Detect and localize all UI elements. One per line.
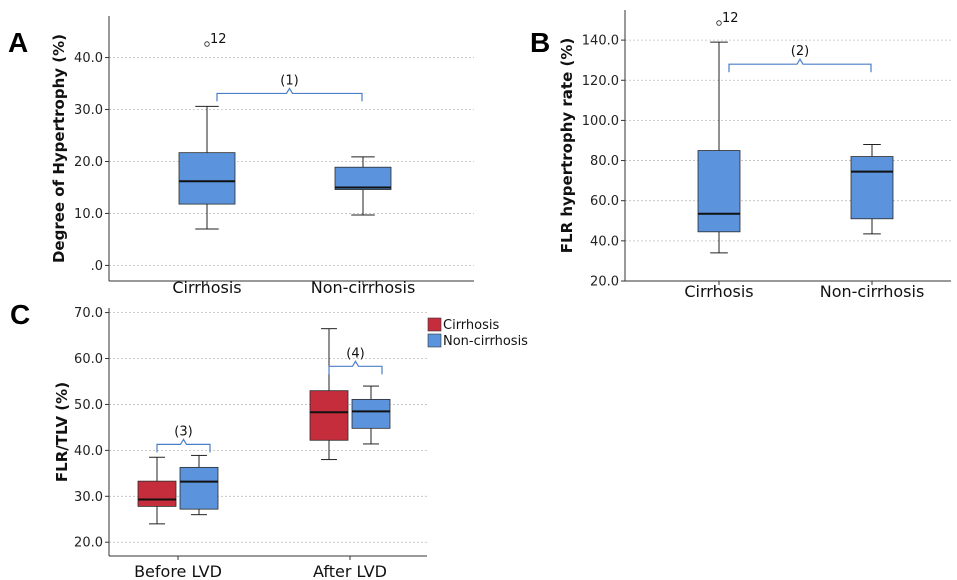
iqr-box <box>137 480 177 507</box>
y-tick-label: 100.0 <box>582 114 619 129</box>
bracket-label: (2) <box>791 44 809 59</box>
x-tick-label: After LVD <box>313 562 387 580</box>
y-tick-label: 40.0 <box>74 444 103 459</box>
outlier-point <box>716 20 722 26</box>
iqr-box <box>351 398 391 429</box>
y-axis-label: FLR/TLV (%) <box>53 382 71 482</box>
significance-bracket <box>156 438 211 453</box>
y-tick-label: 60.0 <box>74 352 103 367</box>
y-tick-label: 140.0 <box>582 34 619 49</box>
x-tick-label: Cirrhosis <box>684 282 753 301</box>
panel-letter-a: A <box>8 27 28 58</box>
y-tick-label: 50.0 <box>74 398 103 413</box>
x-tick-label: Before LVD <box>134 562 222 580</box>
bracket-label: (4) <box>346 346 364 361</box>
iqr-box <box>334 166 392 190</box>
legend-label: Non-cirrhosis <box>443 334 528 349</box>
iqr-box <box>178 152 236 205</box>
iqr-box <box>850 156 894 220</box>
panel-a-degree-of-hypertrophy: .0 10.0 20.0 30.0 40.0 Cirrhosis Non-cirrhosis… <box>50 16 474 297</box>
legend-label: Cirrhosis <box>443 318 499 333</box>
y-tick-label: 20.0 <box>590 275 619 290</box>
bracket-label: (1) <box>280 73 298 88</box>
iqr-box <box>697 150 741 233</box>
y-axis-label: Degree of Hypertrophy (%) <box>50 34 68 263</box>
y-tick-label: 10.0 <box>74 207 103 222</box>
y-tick-label: 120.0 <box>582 74 619 89</box>
significance-bracket <box>216 87 363 102</box>
y-tick-label: 60.0 <box>590 194 619 209</box>
outlier-label: 12 <box>722 11 739 26</box>
y-tick-label: 40.0 <box>74 51 103 66</box>
panel-b-flr-hypertrophy-rate: 20.0 40.0 60.0 80.0 100.0 120.0 140.0 Cirrhosis… <box>558 10 951 301</box>
panel-letter-c: C <box>10 299 30 330</box>
legend-swatch <box>427 317 442 332</box>
y-tick-label: 20.0 <box>74 155 103 170</box>
y-tick-label: 30.0 <box>74 490 103 505</box>
significance-bracket <box>728 58 872 73</box>
y-tick-label: 70.0 <box>74 306 103 321</box>
iqr-box <box>179 466 219 510</box>
significance-bracket <box>328 360 383 375</box>
y-tick-label: 30.0 <box>74 103 103 118</box>
y-tick-label: 40.0 <box>590 234 619 249</box>
outlier-point <box>204 41 210 47</box>
x-tick-label: Non-cirrhosis <box>820 282 925 301</box>
y-axis-label: FLR hypertrophy rate (%) <box>558 38 576 253</box>
y-tick-label: .0 <box>91 259 103 274</box>
legend-swatch <box>427 333 442 348</box>
y-tick-label: 20.0 <box>74 536 103 551</box>
panel-letter-b: B <box>530 27 550 58</box>
bracket-label: (3) <box>174 424 192 439</box>
panel-c-flr-tlv: 20.0 30.0 40.0 50.0 60.0 70.0 Before LVD After … <box>53 306 528 580</box>
x-tick-label: Non-cirrhosis <box>311 278 416 297</box>
iqr-box <box>309 390 349 441</box>
outlier-label: 12 <box>210 32 227 47</box>
y-tick-label: 80.0 <box>590 154 619 169</box>
x-tick-label: Cirrhosis <box>172 278 241 297</box>
